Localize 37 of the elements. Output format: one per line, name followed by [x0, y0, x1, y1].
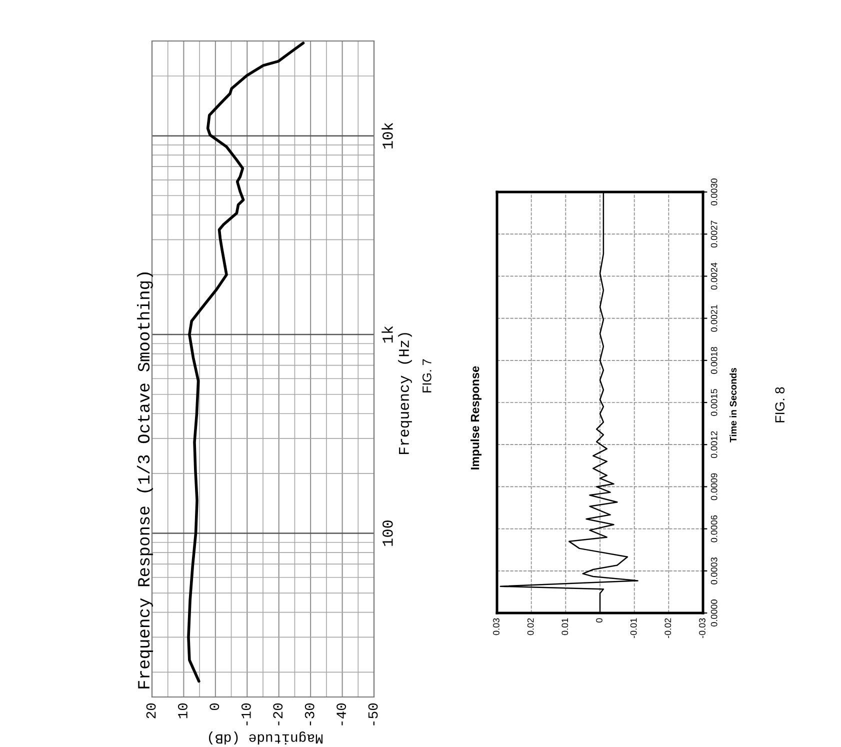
x-axis-title: Magnitude (dB) — [208, 732, 322, 744]
x-tick-label: -40 — [336, 703, 346, 726]
x-tick-label: -30 — [304, 703, 314, 726]
text: Impulse Response — [470, 366, 482, 470]
y-tick-label: 0.0030 — [710, 178, 718, 206]
line-series — [187, 42, 305, 683]
x-tick-label: -10 — [241, 703, 251, 726]
x-tick-label: 10 — [178, 703, 188, 718]
x-tick-label: 0.01 — [562, 618, 568, 636]
x-tick-label: 20 — [146, 703, 156, 718]
y-tick-label: 0.0018 — [710, 346, 718, 374]
y-tick-label: 0.0027 — [710, 220, 718, 248]
x-tick-label: -50 — [368, 703, 378, 726]
y-tick-label: 0.0012 — [710, 431, 718, 458]
x-tick-label: -0.02 — [664, 618, 672, 638]
y-tick-label: 0.0006 — [710, 515, 718, 542]
x-tick-label: 0.03 — [493, 618, 500, 636]
y-axis-title: Time in Seconds — [730, 368, 737, 442]
x-tick-label: 0 — [210, 703, 220, 710]
y-tick-label: 10k — [382, 122, 393, 148]
y-tick-label: 0.0024 — [710, 262, 718, 290]
text: Frequency Response (1/3 Octave Smoothing) — [137, 272, 153, 688]
y-tick-label: 1k — [382, 326, 393, 343]
y-tick-label: 0.0000 — [710, 600, 718, 626]
y-tick-label: 100 — [382, 520, 393, 546]
x-tick-label: -0.01 — [630, 618, 637, 638]
x-tick-label: 0.02 — [527, 618, 534, 636]
x-tick-label: -0.03 — [699, 618, 706, 638]
y-tick-label: 0.0009 — [710, 473, 718, 500]
y-tick-label: 0.0015 — [710, 389, 718, 416]
x-tick-label: -20 — [273, 703, 283, 726]
y-tick-label: 0.0021 — [710, 304, 718, 332]
caption: FIG. 8 — [775, 387, 785, 422]
caption: FIG. 7 — [422, 359, 432, 392]
x-tick-label: 0 — [596, 618, 602, 623]
y-tick-label: 0.0003 — [710, 557, 718, 584]
y-axis-title: Frequency (Hz) — [398, 333, 412, 454]
